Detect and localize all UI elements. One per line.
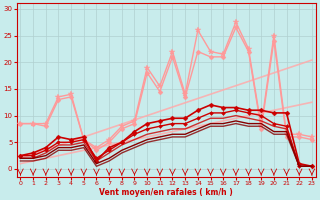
X-axis label: Vent moyen/en rafales ( km/h ): Vent moyen/en rafales ( km/h ) bbox=[99, 188, 233, 197]
